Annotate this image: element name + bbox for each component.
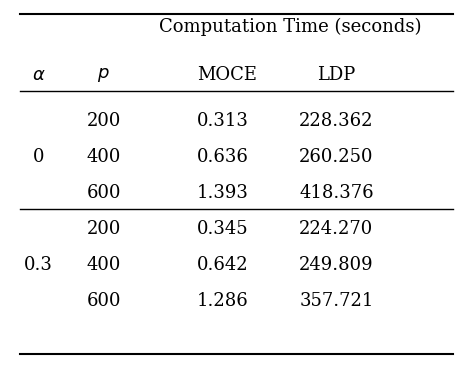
Text: 260.250: 260.250 — [299, 148, 373, 166]
Text: 400: 400 — [87, 256, 121, 274]
Text: 228.362: 228.362 — [299, 112, 373, 130]
Text: Computation Time (seconds): Computation Time (seconds) — [159, 18, 421, 36]
Text: MOCE: MOCE — [197, 66, 257, 84]
Text: 1.286: 1.286 — [197, 292, 249, 310]
Text: 0.3: 0.3 — [24, 256, 53, 274]
Text: 200: 200 — [87, 112, 121, 130]
Text: 600: 600 — [87, 292, 121, 310]
Text: 200: 200 — [87, 220, 121, 238]
Text: 1.393: 1.393 — [197, 184, 249, 202]
Text: 357.721: 357.721 — [299, 292, 373, 310]
Text: 249.809: 249.809 — [299, 256, 373, 274]
Text: 0.636: 0.636 — [197, 148, 249, 166]
Text: 0.313: 0.313 — [197, 112, 249, 130]
Text: $\alpha$: $\alpha$ — [32, 66, 45, 84]
Text: LDP: LDP — [317, 66, 356, 84]
Text: $p$: $p$ — [97, 66, 110, 84]
Text: 418.376: 418.376 — [299, 184, 373, 202]
Text: 600: 600 — [87, 184, 121, 202]
Text: 400: 400 — [87, 148, 121, 166]
Text: 0.345: 0.345 — [197, 220, 249, 238]
Text: 224.270: 224.270 — [299, 220, 373, 238]
Text: 0.642: 0.642 — [197, 256, 249, 274]
Text: 0: 0 — [33, 148, 44, 166]
